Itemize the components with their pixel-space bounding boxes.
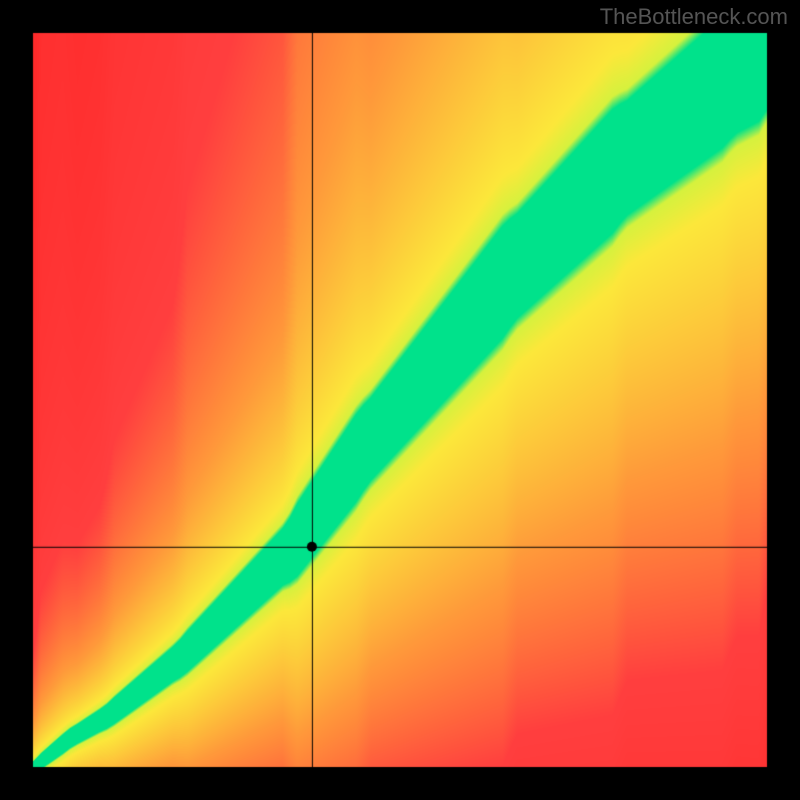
heatmap-canvas [0,0,800,800]
chart-container: TheBottleneck.com [0,0,800,800]
watermark-text: TheBottleneck.com [600,4,788,30]
